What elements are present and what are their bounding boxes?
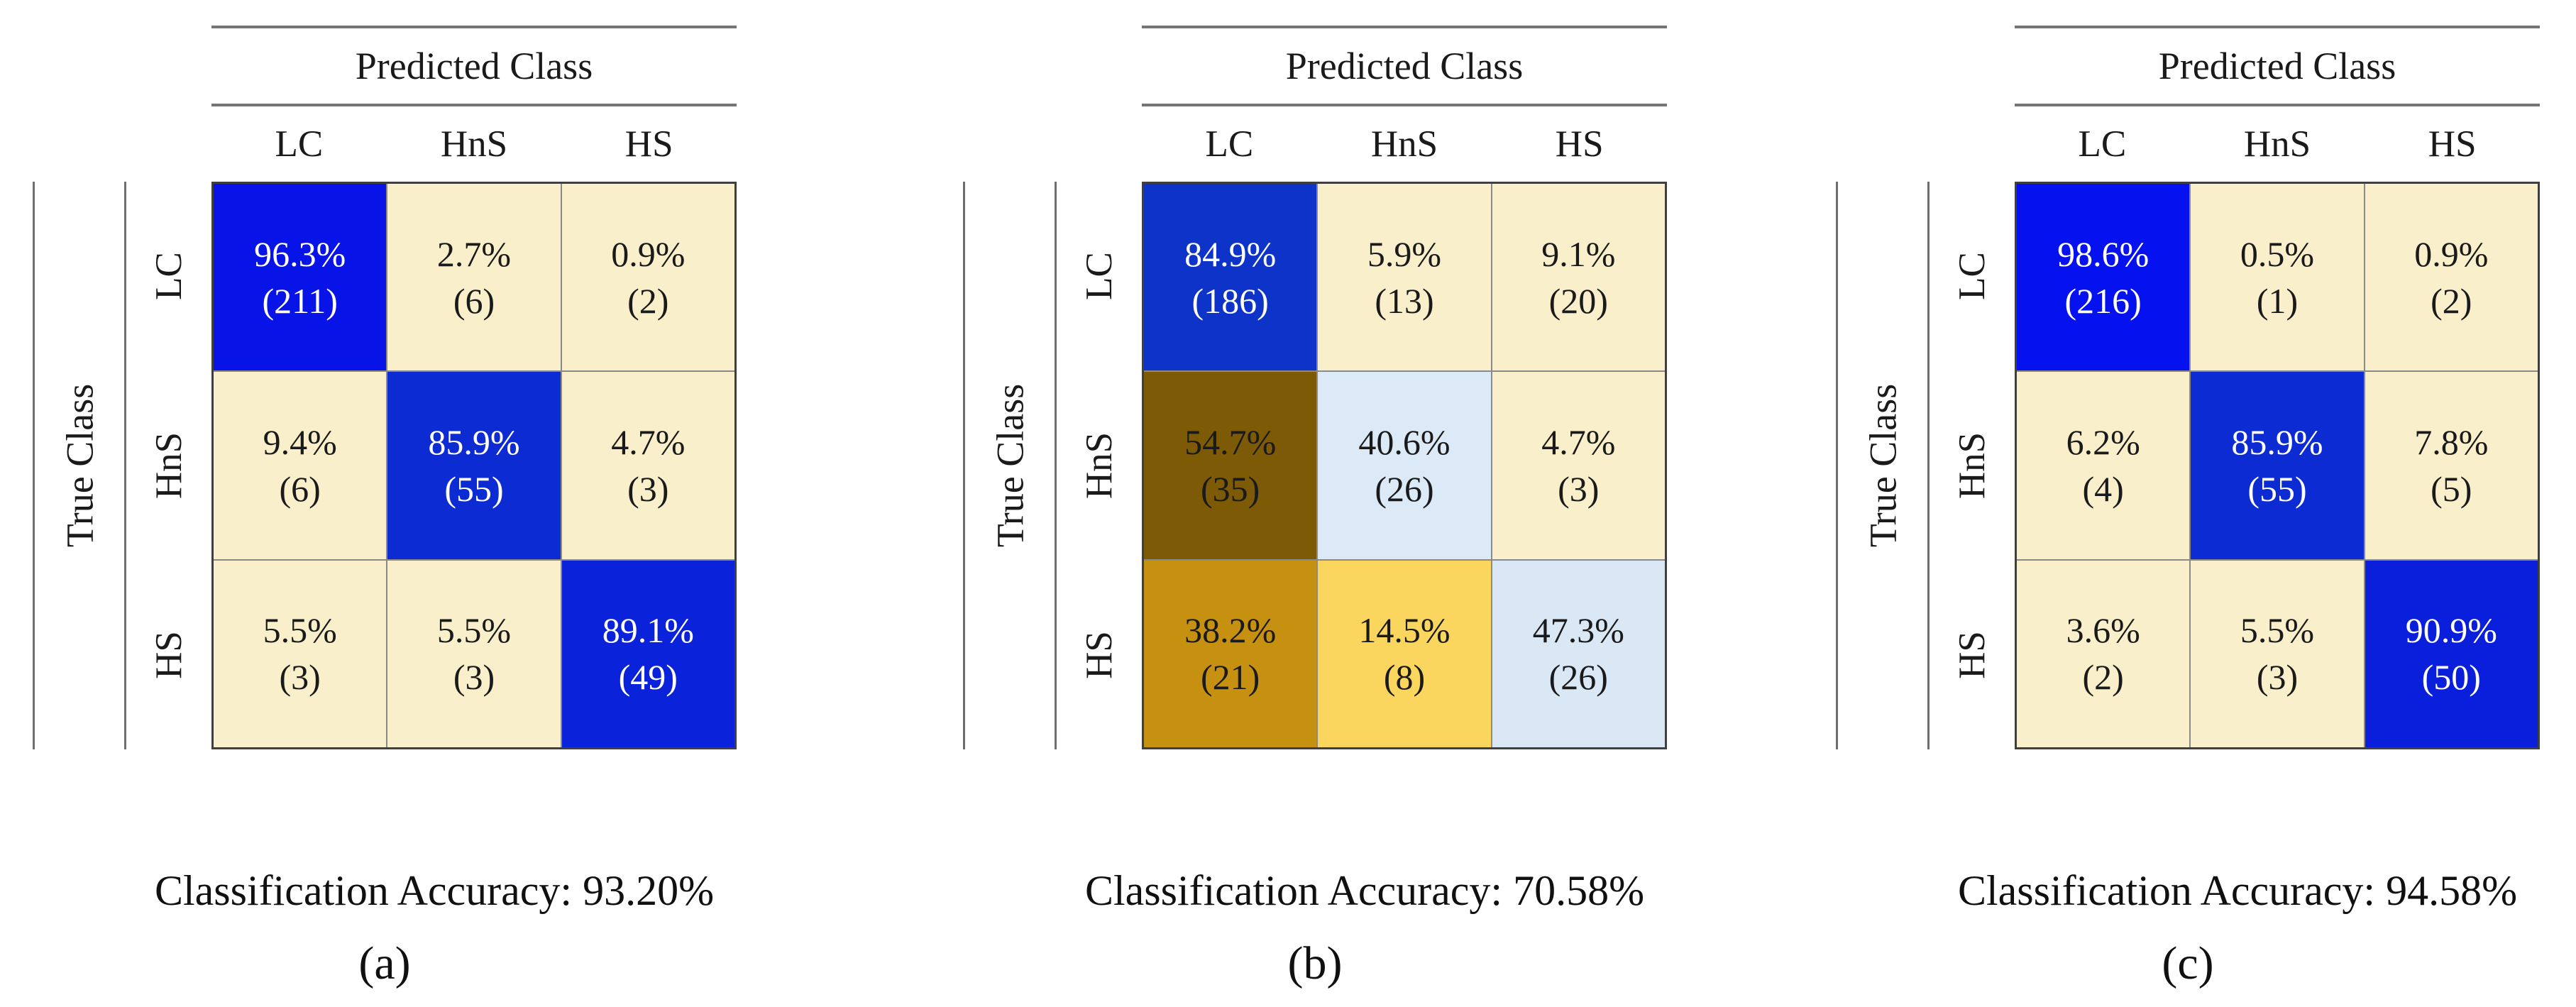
matrix-cell-r0c1: 2.7% (6) — [387, 184, 561, 371]
row-label-hns: HnS — [1078, 431, 1120, 500]
classification-accuracy-text: Classification Accuracy: 93.20% — [154, 867, 715, 914]
matrix-cell-r0c1: 5.9% (13) — [1318, 184, 1491, 371]
matrix-cell-r2c0: 5.5% (3) — [214, 560, 387, 747]
predicted-class-axis-label: Predicted Class — [2158, 45, 2396, 87]
matrix-cell-r2c1: 5.5% (3) — [2191, 560, 2364, 747]
predicted-class-bottom-rule — [1142, 104, 1667, 106]
matrix-cell-r2c1: 14.5% (8) — [1318, 560, 1491, 747]
classification-accuracy-text: Classification Accuracy: 94.58% — [1957, 867, 2518, 914]
matrix-cell-r2c0: 3.6% (2) — [2017, 560, 2190, 747]
matrix-cell-r0c0: 84.9% (186) — [1144, 184, 1317, 371]
true-class-inner-rule — [1055, 182, 1057, 749]
column-label-hns: HnS — [1370, 123, 1438, 165]
matrix-cell-r2c2: 90.9% (50) — [2365, 560, 2538, 747]
row-labels: LC HnS HS — [126, 182, 211, 749]
matrix-cell-r1c1: 85.9% (55) — [2191, 372, 2364, 559]
column-label-hns: HnS — [440, 123, 508, 165]
confusion-matrix-grid: 98.6% (216) 0.5% (1) 0.9% (2) 6.2% (4) 85.9%… — [2015, 182, 2540, 749]
confusion-matrix-panel-b: Predicted Class LC HnS HS True Class LC … — [963, 0, 1667, 1005]
row-labels: LC HnS HS — [1930, 182, 2015, 749]
matrix-cell-r1c0: 6.2% (4) — [2017, 372, 2190, 559]
predicted-class-bottom-rule — [211, 104, 737, 106]
matrix-cell-r1c0: 9.4% (6) — [214, 372, 387, 559]
column-label-hns: HnS — [2243, 123, 2311, 165]
row-label-hs: HS — [1078, 630, 1120, 679]
matrix-cell-r2c1: 5.5% (3) — [387, 560, 561, 747]
true-class-outer-rule — [33, 182, 35, 749]
row-label-lc: LC — [1951, 252, 1993, 301]
predicted-class-bottom-rule — [2015, 104, 2540, 106]
column-label-hs: HS — [2428, 123, 2477, 165]
row-labels: LC HnS HS — [1057, 182, 1142, 749]
panel-caption: (c) — [2162, 937, 2214, 989]
row-label-hs: HS — [1951, 630, 1993, 679]
predicted-class-top-rule — [2015, 26, 2540, 28]
row-label-lc: LC — [148, 252, 189, 301]
column-labels: LC HnS HS — [211, 106, 737, 182]
matrix-cell-r1c2: 4.7% (3) — [1492, 372, 1665, 559]
matrix-cell-r0c0: 96.3% (211) — [214, 184, 387, 371]
confusion-matrix-panel-a: Predicted Class LC HnS HS True Class LC … — [33, 0, 737, 1005]
true-class-inner-rule — [1927, 182, 1930, 749]
matrix-cell-r0c2: 0.9% (2) — [561, 184, 734, 371]
matrix-cell-r2c2: 47.3% (26) — [1492, 560, 1665, 747]
confusion-matrix-grid: 96.3% (211) 2.7% (6) 0.9% (2) 9.4% (6) 85.9%… — [211, 182, 737, 749]
true-class-outer-rule — [1836, 182, 1838, 749]
matrix-cell-r1c0: 54.7% (35) — [1144, 372, 1317, 559]
matrix-cell-r0c2: 9.1% (20) — [1492, 184, 1665, 371]
matrix-cell-r0c2: 0.9% (2) — [2365, 184, 2538, 371]
panel-caption: (a) — [358, 937, 411, 989]
true-class-axis-label: True Class — [1861, 383, 1904, 548]
matrix-cell-r1c2: 7.8% (5) — [2365, 372, 2538, 559]
panel-caption: (b) — [1287, 937, 1343, 989]
predicted-class-axis-label: Predicted Class — [1285, 45, 1524, 87]
true-class-axis-label: True Class — [58, 383, 101, 548]
column-labels: LC HnS HS — [2015, 106, 2540, 182]
predicted-class-top-rule — [1142, 26, 1667, 28]
predicted-class-top-rule — [211, 26, 737, 28]
matrix-cell-r2c0: 38.2% (21) — [1144, 560, 1317, 747]
true-class-axis-label: True Class — [989, 383, 1031, 548]
row-label-hs: HS — [148, 630, 189, 679]
column-label-lc: LC — [2078, 123, 2127, 165]
classification-accuracy-text: Classification Accuracy: 70.58% — [1084, 867, 1645, 914]
confusion-matrix-grid: 84.9% (186) 5.9% (13) 9.1% (20) 54.7% (35) 4… — [1142, 182, 1667, 749]
column-label-lc: LC — [1205, 123, 1254, 165]
row-label-hns: HnS — [148, 431, 189, 500]
true-class-outer-rule — [963, 182, 965, 749]
row-label-hns: HnS — [1951, 431, 1993, 500]
confusion-matrix-panel-c: Predicted Class LC HnS HS True Class LC … — [1836, 0, 2540, 1005]
matrix-cell-r2c2: 89.1% (49) — [561, 560, 734, 747]
column-label-lc: LC — [275, 123, 324, 165]
predicted-class-axis-label: Predicted Class — [355, 45, 593, 87]
column-label-hs: HS — [1555, 123, 1604, 165]
matrix-cell-r0c0: 98.6% (216) — [2017, 184, 2190, 371]
column-label-hs: HS — [624, 123, 673, 165]
matrix-cell-r0c1: 0.5% (1) — [2191, 184, 2364, 371]
true-class-inner-rule — [124, 182, 126, 749]
matrix-cell-r1c1: 85.9% (55) — [387, 372, 561, 559]
row-label-lc: LC — [1078, 252, 1120, 301]
matrix-cell-r1c1: 40.6% (26) — [1318, 372, 1491, 559]
column-labels: LC HnS HS — [1142, 106, 1667, 182]
matrix-cell-r1c2: 4.7% (3) — [561, 372, 734, 559]
